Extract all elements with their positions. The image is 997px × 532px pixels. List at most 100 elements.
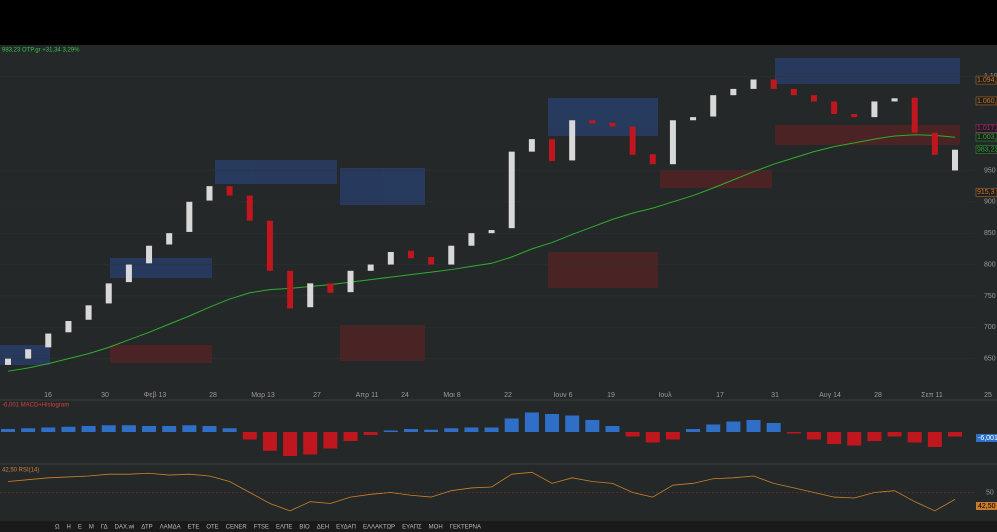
macd-bar [121,425,136,432]
moving-average [7,134,956,372]
macd-bar [786,432,801,434]
macd-bar [484,427,499,432]
macd-bar [766,423,781,432]
macd-bar [303,432,318,455]
rsi-line [7,471,956,512]
zone [110,258,212,278]
y-tick-label: 900 [984,199,996,206]
zone [775,58,960,84]
toolbar-button[interactable]: Ε [78,525,82,531]
candle [287,270,294,309]
macd-bar [625,432,640,437]
x-tick-label: Ιουν 6 [553,392,572,399]
candle [669,120,676,165]
macd-bar [605,426,620,432]
macd-bar [142,426,157,432]
macd-bar [706,424,721,432]
x-tick-label: Αυγ 14 [819,392,841,399]
candle [730,88,737,96]
top-bar [0,0,997,45]
macd-bar [424,429,439,432]
price-badge [975,132,997,142]
x-tick-label: 28 [209,392,217,399]
macd-bar [464,427,479,432]
macd-bar [887,432,902,437]
x-tick-label: Απρ 11 [356,392,379,399]
price-badge-label: 1.094,1 [977,77,997,84]
toolbar-button[interactable]: Ω [55,525,60,531]
candle [911,97,918,133]
price-badge [975,75,997,85]
macd-badge [976,434,997,442]
x-tick-label: 24 [401,392,409,399]
candle [891,98,898,102]
toolbar-button[interactable]: ΓΕΚΤΕΡΝΑ [450,525,481,531]
macd-bar [665,432,680,440]
price-badge-label: 915,3 [977,189,995,196]
candle [589,120,596,124]
candle [649,154,656,165]
toolbar-button[interactable]: H [67,525,71,531]
toolbar-button[interactable]: DAX.wi [115,525,135,531]
toolbar-button[interactable]: Μ [89,525,94,531]
candle [468,233,475,246]
toolbar-button[interactable]: ΓΔ [101,525,108,531]
candle [790,88,797,96]
candle [307,283,314,308]
macd-bar [81,426,96,432]
candle [105,283,112,304]
macd-bar [726,421,741,432]
candle [931,132,938,155]
toolbar-button[interactable]: ΕΥΑΠΣ [402,525,422,531]
toolbar-button[interactable]: ΔΕΗ [317,525,329,531]
candle [508,151,515,229]
toolbar-button[interactable]: CENER [226,525,248,531]
macd-bar [545,414,560,432]
candle [347,270,354,293]
x-tick-label: 17 [716,392,724,399]
candle [710,95,717,117]
macd-bar [383,430,398,432]
macd-bar [403,429,418,432]
x-tick-label: Μαρ 13 [251,392,275,399]
price-badge-label: 1.003,27 [977,134,997,141]
x-tick-label: Μαι 8 [443,392,460,399]
candle [428,257,435,265]
candle [407,250,414,259]
candle [25,349,32,359]
y-tick-label: 700 [984,324,996,331]
rsi-badge [976,502,997,510]
toolbar-button[interactable]: BIO [299,525,310,531]
zone [340,325,425,361]
toolbar-button[interactable]: ΟΤΕ [206,525,218,531]
price-badge [975,123,997,133]
candle [226,186,233,196]
rsi-badge-label: 42,50 [978,503,996,510]
toolbar-button[interactable]: ΛΑΜΔΑ [160,525,181,531]
toolbar-button[interactable]: FTSE [254,525,269,531]
candle [770,79,777,89]
candle [367,264,374,271]
candle [569,120,576,161]
candle [166,233,173,245]
candle [750,79,757,89]
x-tick-label: 30 [101,392,109,399]
candle [952,149,958,171]
toolbar-button[interactable]: ΜΟΗ [429,525,443,531]
candle [327,283,334,293]
y-tick-label: 800 [984,261,996,268]
macd-bar [585,420,600,432]
candle [549,139,556,162]
toolbar-button[interactable]: ΕΥΔΑΠ [336,525,356,531]
x-tick-label: Σεπ 11 [921,392,943,399]
toolbar-button[interactable]: ΕΛΛΑΚΤΩΡ [363,525,395,531]
zone [660,170,772,188]
x-tick-label: 22 [504,392,512,399]
toolbar-button[interactable]: ΕΤΕ [188,525,200,531]
candle [65,321,72,333]
x-tick-label: 31 [771,392,779,399]
toolbar-button[interactable]: ΕΛΠΕ [276,525,292,531]
toolbar-button[interactable]: ΔΤΡ [141,525,152,531]
candle [45,333,52,348]
candle [246,195,253,221]
